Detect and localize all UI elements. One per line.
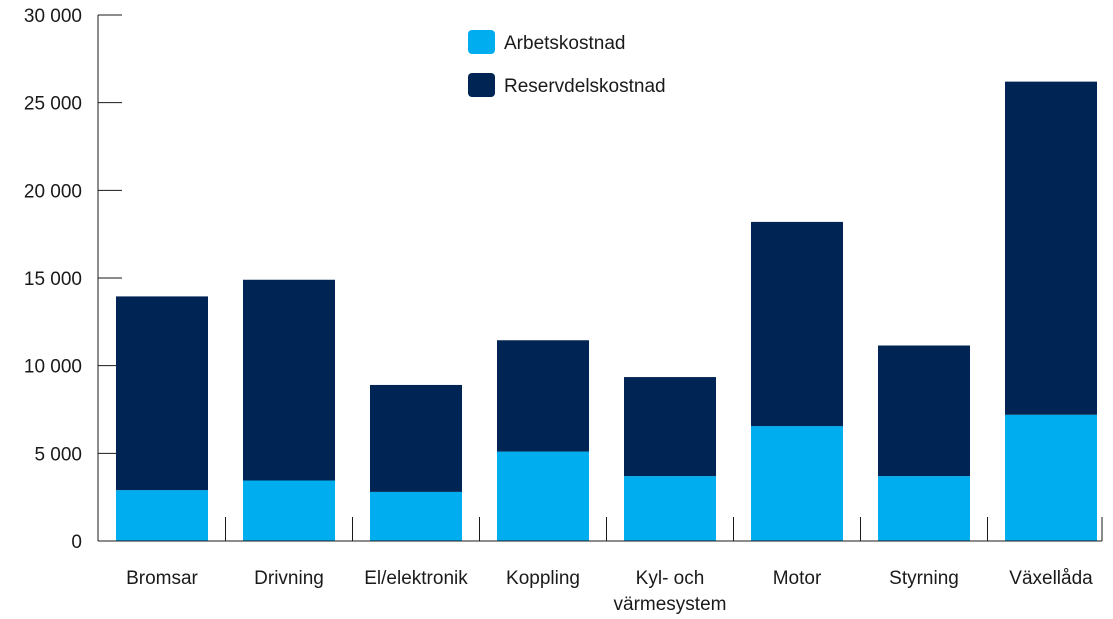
y-tick-label: 10 000 — [24, 357, 82, 378]
x-tick-label: Koppling — [506, 568, 580, 589]
y-tick-label: 15 000 — [24, 269, 82, 290]
y-tick-label: 30 000 — [24, 6, 82, 27]
bars — [116, 81, 1097, 541]
x-tick-label: El/elektronik — [364, 568, 468, 589]
bar-segment — [497, 451, 589, 541]
bar-segment — [116, 490, 208, 541]
bar-segment — [370, 384, 462, 492]
legend-swatch — [468, 30, 495, 54]
bar-segment — [878, 345, 970, 477]
bar-segment — [878, 476, 970, 541]
legend-swatch — [468, 73, 495, 97]
bar-segment — [751, 221, 843, 427]
x-tick-label: Drivning — [254, 568, 324, 589]
legend: Arbetskostnad Reservdelskostnad — [468, 30, 666, 97]
y-tick-label: 25 000 — [24, 94, 82, 115]
bar-segment — [243, 480, 335, 541]
bar-segment — [497, 340, 589, 452]
x-tick-label: Växellåda — [1009, 568, 1093, 589]
bar-segment — [370, 491, 462, 541]
y-axis: 0 5 000 10 000 15 000 20 000 25 000 30 000 — [24, 6, 122, 553]
x-tick-label: Motor — [773, 568, 822, 589]
y-tick-label: 20 000 — [24, 181, 82, 202]
bar-segment — [751, 426, 843, 541]
x-tick-label: Kyl- och värmesystem — [614, 568, 727, 615]
y-tick-label: 5 000 — [34, 444, 82, 465]
bar-segment — [1005, 414, 1097, 541]
bar-segment — [1005, 81, 1097, 415]
legend-label: Reservdelskostnad — [504, 76, 666, 97]
y-tick-label: 0 — [71, 532, 82, 553]
bar-segment — [624, 377, 716, 477]
x-tick-label: Bromsar — [126, 568, 198, 589]
bar-segment — [624, 476, 716, 541]
legend-label: Arbetskostnad — [504, 33, 625, 54]
bar-segment — [243, 279, 335, 481]
x-tick-label: Styrning — [889, 568, 959, 589]
bar-segment — [116, 296, 208, 491]
x-axis: Bromsar Drivning El/elektronik Koppling Kyl-… — [98, 517, 1103, 615]
